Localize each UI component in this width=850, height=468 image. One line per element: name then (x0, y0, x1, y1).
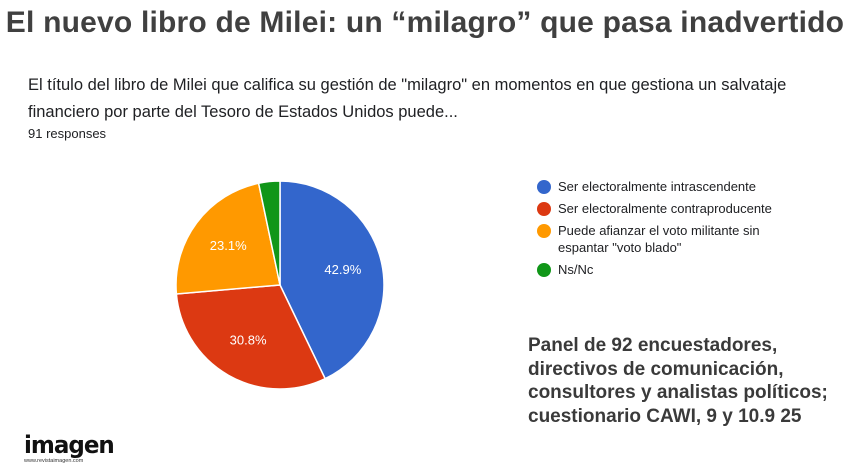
legend-label: Ns/Nc (558, 261, 777, 278)
brand-name: imagen (24, 434, 134, 458)
legend-item: Ser electoralmente contraproducente (537, 200, 777, 217)
pie-slice-label: 23.1% (210, 238, 247, 253)
legend-item: Ser electoralmente intrascendente (537, 178, 777, 195)
chart-legend: Ser electoralmente intrascendente Ser ele… (537, 178, 777, 283)
pie-slice-label: 42.9% (324, 262, 361, 277)
pie-chart: 42.9% 30.8% 23.1% (160, 165, 400, 405)
headline: El nuevo libro de Milei: un “milagro” qu… (0, 6, 850, 40)
responses-count: 91 responses (28, 126, 106, 141)
legend-label: Ser electoralmente contraproducente (558, 200, 777, 217)
legend-label: Puede afianzar el voto militante sin esp… (558, 222, 777, 256)
panel-note: Panel de 92 encuestadores, directivos de… (528, 334, 838, 428)
legend-label: Ser electoralmente intrascendente (558, 178, 777, 195)
survey-question: El título del libro de Milei que calific… (28, 72, 818, 126)
legend-swatch (537, 224, 551, 238)
legend-swatch (537, 263, 551, 277)
legend-item: Ns/Nc (537, 261, 777, 278)
legend-item: Puede afianzar el voto militante sin esp… (537, 222, 777, 256)
brand-logo: imagen www.revistaimagen.com (24, 434, 134, 465)
legend-swatch (537, 180, 551, 194)
legend-swatch (537, 202, 551, 216)
pie-slice-label: 30.8% (230, 332, 267, 347)
